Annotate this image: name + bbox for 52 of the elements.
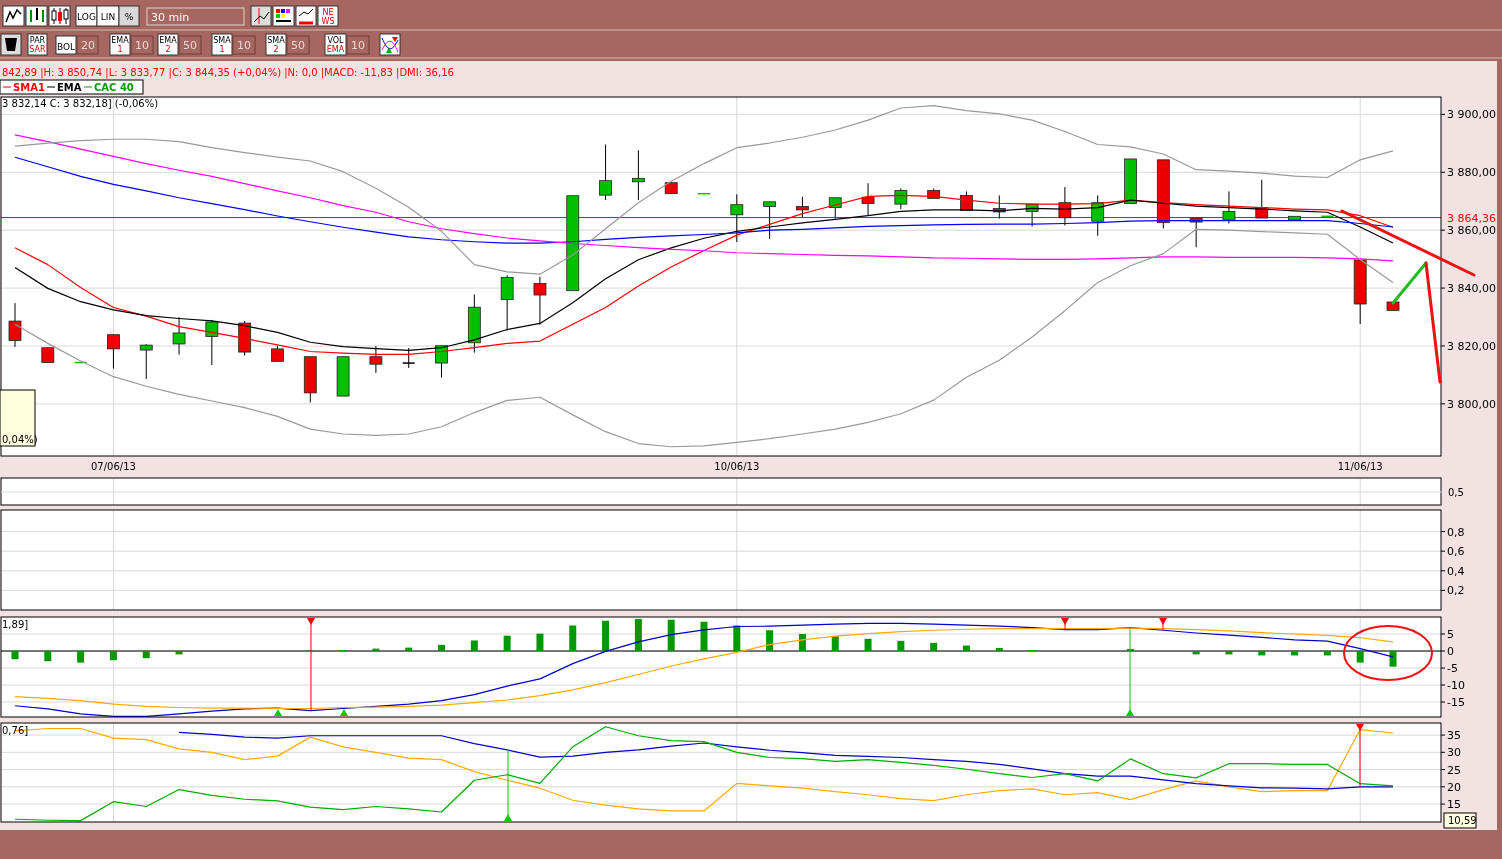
y-tick-label: -10 (1447, 679, 1465, 693)
y-tick-label: 0,8 (1447, 525, 1465, 539)
text: 10 (135, 39, 149, 52)
text: % (124, 12, 134, 22)
text: 50 (183, 39, 197, 52)
text: NEWS (321, 8, 335, 26)
y-tick-label: 20 (1447, 780, 1461, 794)
y-tick-label: 3 880,00 (1447, 166, 1496, 180)
y-tick-label: -15 (1447, 696, 1465, 710)
text: 50 (291, 39, 305, 52)
y-tick-label: 3 900,00 (1447, 108, 1496, 122)
text: 10 (237, 39, 251, 52)
text: 30 min (151, 11, 190, 24)
y-tick-label: 3 840,00 (1447, 282, 1496, 296)
text: VOL EMA (326, 36, 345, 54)
annotation: 0,04%) (2, 434, 38, 445)
y-tick-label: 3 800,00 (1447, 397, 1496, 411)
y-tick-label: 35 (1447, 729, 1461, 743)
x-tick-label: 10/06/13 (714, 461, 760, 472)
text: BOL (56, 42, 76, 52)
text: CAC 40 (94, 82, 134, 93)
text: LOG (77, 12, 96, 22)
y-tick-label: 3 860,00 (1447, 224, 1496, 238)
y-tick-label: 0 (1447, 645, 1454, 659)
text: 20 (81, 39, 95, 52)
annotation: 1,89] (2, 619, 29, 630)
y-tick-label: 0,4 (1447, 564, 1465, 578)
y-tick-label: 30 (1447, 746, 1461, 760)
x-tick-label: 11/06/13 (1337, 461, 1383, 472)
y-tick-label: 0,6 (1447, 545, 1465, 559)
text: EMA 2 (159, 36, 178, 54)
annotation: 3 832,14 C: 3 832,18] (-0,06%) (2, 98, 159, 109)
text: LIN (100, 12, 116, 22)
text: EMA 1 (111, 36, 130, 54)
text: SMA 1 (213, 36, 232, 54)
text: 0,5 (1448, 487, 1464, 498)
y-tick-label: 0,2 (1447, 584, 1465, 598)
legend-label: SMA1 (13, 82, 45, 93)
annotation: 0,76] (2, 725, 29, 736)
y-tick-label: 3 820,00 (1447, 339, 1496, 353)
text: 10,59 (1448, 815, 1477, 826)
y-tick-label: -5 (1447, 662, 1458, 676)
x-tick-label: 07/06/13 (90, 461, 136, 472)
y-tick-label: 25 (1447, 763, 1461, 777)
text: 10 (351, 39, 365, 52)
legend-label: EMA (57, 82, 82, 93)
y-tick-label: 5 (1447, 628, 1454, 642)
text: SMA 2 (267, 36, 286, 54)
text: PAR SAR (29, 36, 47, 54)
text: 842,89 |H: 3 850,74 |L: 3 833,77 |C: 3 844,35 (+0,04%) |N: 0,0 |MACD: -11,83 |DMI: 36,16 (2, 67, 454, 79)
ref-line-label: 3 864,36 (1447, 211, 1496, 225)
y-tick-label: 15 (1447, 798, 1461, 812)
